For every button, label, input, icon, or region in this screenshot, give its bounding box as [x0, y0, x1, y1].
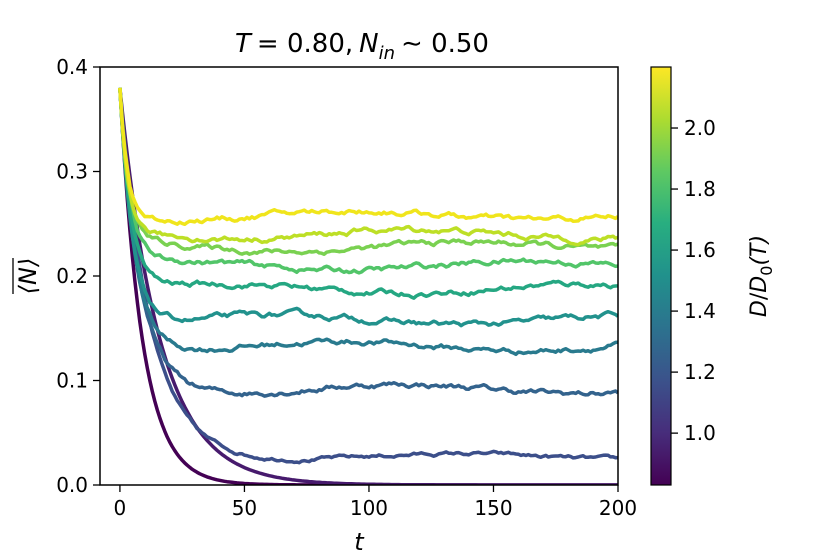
- colorbar-label-d0: D: [747, 276, 772, 293]
- x-axis-label: t: [354, 528, 365, 554]
- colorbar-label-t: (T): [747, 235, 772, 266]
- series-line: [118, 87, 618, 300]
- title-n-value: ∼ 0.50: [401, 29, 489, 59]
- series-line: [118, 87, 618, 328]
- y-axis-label-group: ⟨N⟩: [12, 258, 42, 295]
- title-n-symbol: N: [359, 29, 378, 59]
- x-tick-label: 200: [599, 496, 637, 520]
- series-line: [118, 87, 618, 247]
- colorbar: [651, 67, 671, 485]
- colorbar-ticks: 1.0 1.2 1.4 1.6 1.8 2.0: [671, 116, 716, 445]
- x-tick-label: 50: [232, 496, 257, 520]
- colorbar-label-sub: 0: [757, 266, 776, 276]
- y-tick-label: 0.2: [56, 264, 88, 288]
- colorbar-label-d: D: [747, 300, 772, 317]
- y-axis-label: ⟨N⟩: [14, 258, 42, 295]
- chart-title: T = 0.80, Nin ∼ 0.50: [235, 29, 489, 64]
- x-tick-label: 0: [114, 496, 127, 520]
- x-axis-ticks: 0 50 100 150 200: [114, 485, 637, 520]
- plot-frame: [99, 66, 619, 486]
- colorbar-tick-label: 1.2: [684, 360, 716, 384]
- colorbar-label-slash: /: [747, 292, 772, 300]
- colorbar-tick-label: 1.0: [684, 421, 716, 445]
- series-line: [118, 87, 618, 485]
- colorbar-tick-label: 1.4: [684, 299, 716, 323]
- colorbar-tick-label: 1.8: [684, 177, 716, 201]
- series-line: [118, 87, 618, 465]
- colorbar-tick-label: 2.0: [684, 116, 716, 140]
- series-line: [118, 87, 618, 256]
- y-tick-label: 0.3: [56, 160, 88, 184]
- title-t-symbol: T: [235, 29, 253, 59]
- series-line: [118, 87, 618, 227]
- x-tick-label: 100: [350, 496, 388, 520]
- series-line: [118, 87, 618, 275]
- y-tick-label: 0.0: [56, 473, 88, 497]
- series-group: [118, 87, 618, 485]
- y-axis-ticks: 0.0 0.1 0.2 0.3 0.4: [56, 55, 100, 497]
- colorbar-tick-label: 1.6: [684, 238, 716, 262]
- series-line: [118, 87, 618, 357]
- title-t-value: = 0.80,: [257, 29, 353, 59]
- series-line: [118, 87, 618, 485]
- colorbar-frame: [650, 66, 672, 486]
- title-n-subscript: in: [379, 43, 395, 64]
- colorbar-label: D/D0(T): [747, 235, 776, 317]
- series-line: [118, 87, 618, 398]
- y-tick-label: 0.1: [56, 369, 88, 393]
- y-tick-label: 0.4: [56, 55, 88, 79]
- x-tick-label: 150: [474, 496, 512, 520]
